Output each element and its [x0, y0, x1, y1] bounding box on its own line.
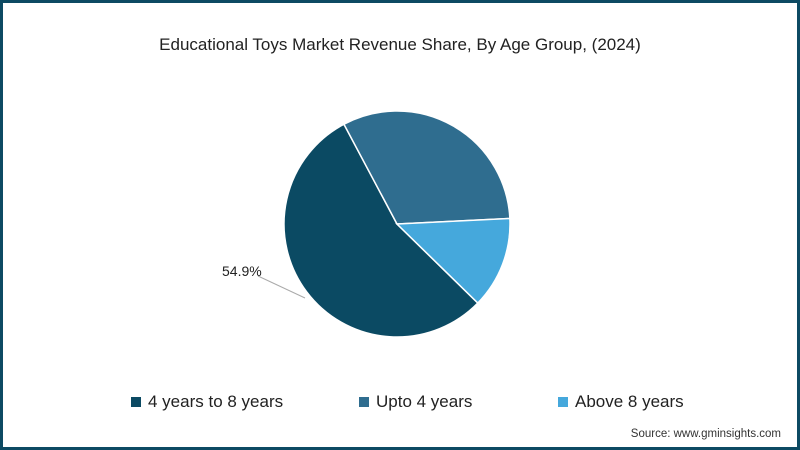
legend-label: Above 8 years	[575, 392, 684, 411]
legend: 4 years to 8 years Upto 4 years Above 8 …	[3, 392, 797, 414]
pie-slice-above-8-years[interactable]	[395, 217, 511, 305]
legend-label: Upto 4 years	[376, 392, 473, 411]
data-label-4-to-8-years: 54.9%	[222, 263, 262, 279]
legend-item-upto-4-years[interactable]: Upto 4 years	[359, 392, 472, 412]
legend-label: 4 years to 8 years	[148, 392, 284, 411]
pie-chart: 54.9%	[222, 110, 511, 338]
legend-swatch	[558, 397, 568, 407]
legend-item-above-8-years[interactable]: Above 8 years	[558, 392, 684, 412]
legend-item-4-to-8-years[interactable]: 4 years to 8 years	[131, 392, 283, 412]
legend-swatch	[359, 397, 369, 407]
legend-swatch	[131, 397, 141, 407]
chart-frame: Educational Toys Market Revenue Share, B…	[3, 3, 797, 447]
pie-slice-4-to-8-years[interactable]	[283, 123, 479, 338]
chart-title: Educational Toys Market Revenue Share, B…	[159, 35, 641, 54]
pie-slice-upto-4-years[interactable]	[342, 110, 511, 225]
data-label-leader-line	[257, 275, 306, 299]
source-credit: Source: www.gminsights.com	[630, 428, 781, 440]
